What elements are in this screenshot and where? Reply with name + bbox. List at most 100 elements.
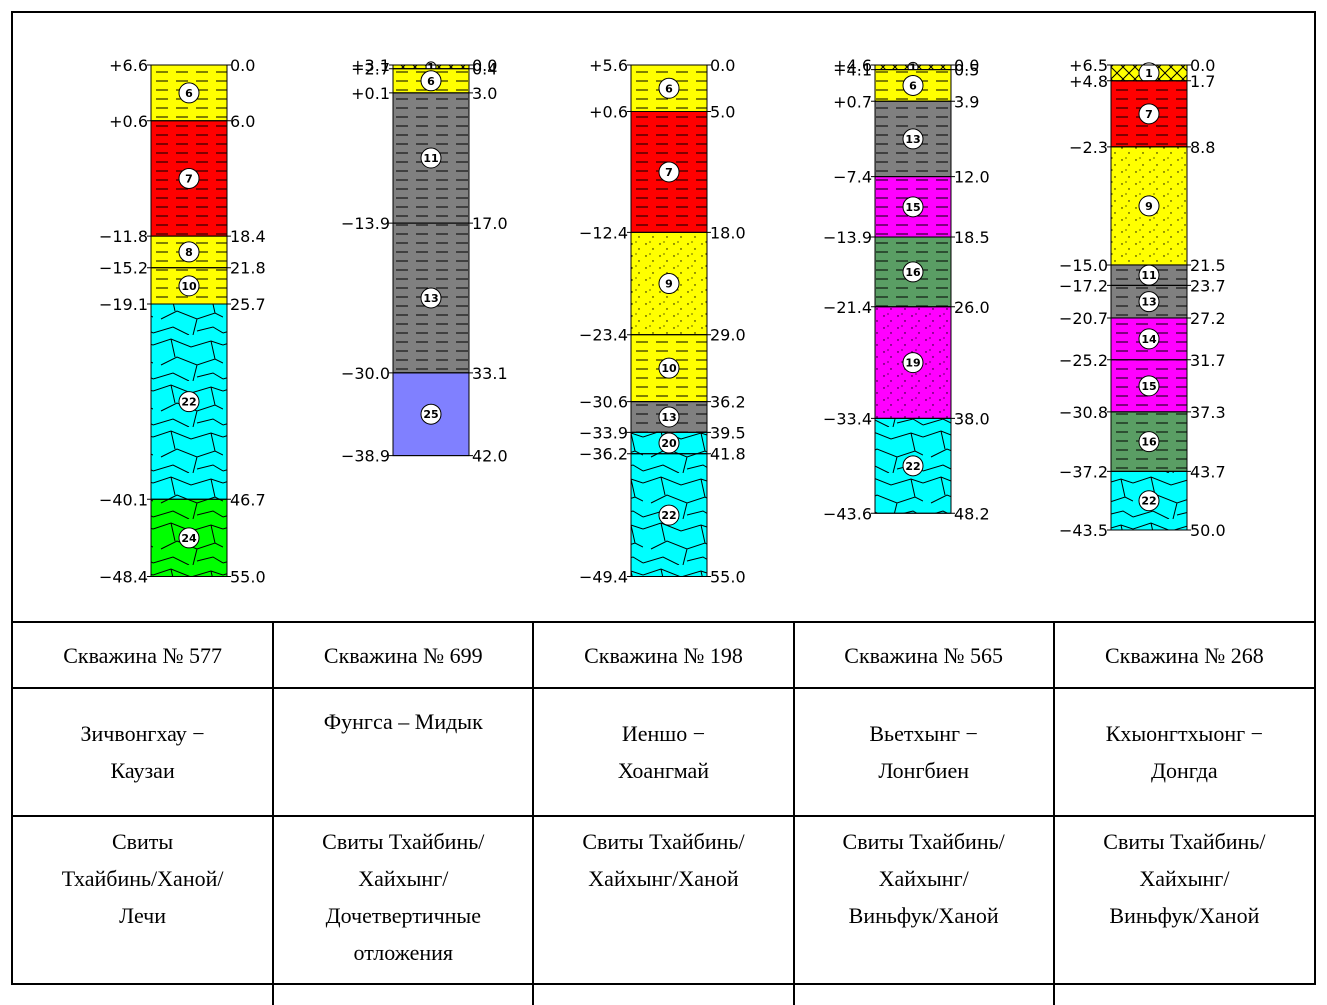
elevation-label: −30.6 [579, 393, 628, 412]
elevation-label: +4.1 [833, 61, 872, 80]
wells-info-table: Скважина № 577 Скважина № 699 Скважина №… [13, 621, 1314, 1005]
elevation-label: −15.0 [1059, 256, 1108, 275]
depth-label: 39.5 [710, 423, 746, 442]
layer-number: 22 [905, 460, 920, 473]
elevation-label: +0.7 [833, 92, 872, 111]
depth-label: 0.5 [954, 61, 979, 80]
well-name-cell: Скважина № 268 [1052, 621, 1314, 689]
well-column: 6 7 9 10 13 20 22 0.0 +5.6 5.0 +0.6 18.0 −12.4 29.0 −2… [579, 56, 746, 587]
depth-label: 48.2 [954, 504, 990, 523]
layer-number: 15 [905, 201, 920, 214]
formation-cell: Свиты Тхайбинь/Хайхынг/Дочетвертичные отл… [272, 815, 535, 1005]
location-line: Хоангмай [617, 758, 710, 783]
elevation-label: −19.1 [99, 295, 148, 314]
layer-number-circle [902, 352, 924, 374]
elevation-label: −38.9 [341, 447, 390, 466]
layer-number-circle [1138, 328, 1160, 350]
depth-label: 0.0 [954, 56, 979, 75]
depth-label: 38.0 [954, 409, 990, 428]
layer-number-circle [178, 527, 200, 549]
depth-label: 55.0 [710, 568, 746, 587]
layer-number-circle [1138, 195, 1160, 217]
formation-line: Лечи [119, 903, 166, 928]
layer-number: 9 [665, 278, 673, 291]
location-cell: Фунгса – Мидык [272, 687, 535, 817]
depth-label: 18.0 [710, 223, 746, 242]
depth-label: 43.7 [1190, 462, 1226, 481]
elevation-label: −36.2 [579, 445, 628, 464]
elevation-label: −2.3 [1069, 138, 1108, 157]
layer-number-circle [658, 273, 680, 295]
layer-number-circle [178, 82, 200, 104]
formation-line: Виньфук/Ханой [1109, 903, 1260, 928]
layer-number: 7 [1145, 108, 1153, 121]
well-column: 1 7 9 11 13 14 15 16 22 0.0 +6.5 1.7 +4.8 8.8 −2.3 21.5… [1059, 56, 1226, 540]
formation-line: Тхайбинь/Ханой/ [61, 866, 224, 891]
layer-number-circle [1138, 431, 1160, 453]
depth-label: 26.0 [954, 298, 990, 317]
elevation-label: −33.9 [579, 423, 628, 442]
elevation-label: +0.1 [351, 84, 390, 103]
layer-number-circle [902, 455, 924, 477]
layer-number: 11 [423, 152, 438, 165]
elevation-label: +5.6 [589, 56, 628, 75]
layer-number-circle [658, 406, 680, 428]
depth-label: 25.7 [230, 295, 266, 314]
layer-number-circle [420, 70, 442, 92]
layer-number-circle [1138, 375, 1160, 397]
layer-number: 8 [185, 246, 193, 259]
elevation-label: −11.8 [99, 227, 148, 246]
layer-number-circle [178, 391, 200, 413]
depth-label: 33.1 [472, 364, 508, 383]
depth-label: 21.5 [1190, 256, 1226, 275]
layer-number: 13 [905, 133, 920, 146]
depth-label: 42.0 [472, 447, 508, 466]
elevation-label: −25.2 [1059, 351, 1108, 370]
well-name-cell: Скважина № 699 [272, 621, 535, 689]
formation-line: Хайхынг/ [358, 866, 449, 891]
layer-number: 16 [1141, 436, 1157, 449]
table-row-formations: Свиты Тхайбинь/Ханой/Лечи Свиты Тхайбинь/… [13, 815, 1314, 1005]
elevation-label: −33.4 [823, 409, 872, 428]
elevation-label: +6.5 [1069, 56, 1108, 75]
layer-number-circle [1138, 103, 1160, 125]
layer-number-circle [658, 77, 680, 99]
layer-number: 6 [665, 82, 673, 95]
layer-number: 7 [185, 172, 193, 185]
formation-line: Свиты Тхайбинь/ [1103, 829, 1266, 854]
formation-cell: Свиты Тхайбинь/Ханой/Лечи [13, 815, 275, 1005]
layer-number: 15 [1141, 380, 1156, 393]
well-column: 16 11 13 25 0.0 +3.1 0.4 +2.7 3.0 +0.1 17.0 −13.9 33… [341, 56, 508, 466]
layer-number: 10 [181, 280, 197, 293]
depth-label: 36.2 [710, 393, 746, 412]
well-logs-diagram: 6 7 8 10 22 24 0.0 +6.6 6.0 +0.6 18.4 −11.8 21.8 −15.… [99, 56, 1226, 587]
layer-number-circle [420, 147, 442, 169]
layer-number-circle [1138, 490, 1160, 512]
layer-number-circle [902, 128, 924, 150]
layer-number: 20 [661, 437, 677, 450]
elevation-label: −20.7 [1059, 309, 1108, 328]
layer-number: 14 [1141, 333, 1157, 346]
formation-cell: Свиты Тхайбинь/Хайхынг/Виньфук/Ханой [1052, 815, 1314, 1005]
location-line: Иеншо − [621, 721, 706, 746]
formation-line: Хайхынг/Ханой [588, 866, 739, 891]
depth-label: 41.8 [710, 445, 746, 464]
formation-line: Свиты Тхайбинь/ [842, 829, 1005, 854]
well-name-cell: Скважина № 198 [532, 621, 795, 689]
depth-label: 0.4 [472, 60, 497, 79]
layer-number-circle [658, 432, 680, 454]
elevation-label: +0.6 [109, 112, 148, 131]
layer-number: 22 [1141, 495, 1156, 508]
layer-number: 1 [427, 61, 435, 74]
layer-number-circle [420, 403, 442, 425]
formation-line: Хайхынг/ [1139, 866, 1230, 891]
depth-label: 8.8 [1190, 138, 1215, 157]
layer-number: 22 [661, 509, 676, 522]
elevation-label: +4.6 [833, 56, 872, 75]
depth-label: 37.3 [1190, 403, 1226, 422]
location-cell: Иеншо − Хоангмай [532, 687, 795, 817]
well-name-cell: Скважина № 565 [792, 621, 1055, 689]
depth-label: 1.7 [1190, 72, 1215, 91]
formation-line: Хайхынг/ [878, 866, 969, 891]
location-line: Зичвонгхау − [80, 721, 205, 746]
